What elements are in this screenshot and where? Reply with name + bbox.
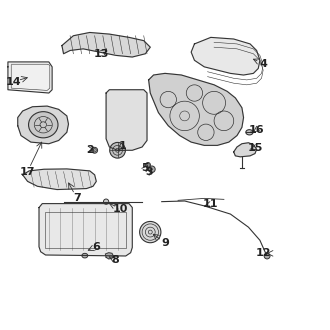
Ellipse shape <box>146 163 150 167</box>
Polygon shape <box>39 204 132 256</box>
Text: 14: 14 <box>6 77 22 86</box>
Text: 5: 5 <box>142 163 149 173</box>
Text: 12: 12 <box>255 248 271 258</box>
Polygon shape <box>191 37 260 75</box>
Polygon shape <box>106 253 113 259</box>
Polygon shape <box>8 62 52 93</box>
Text: 8: 8 <box>112 255 119 265</box>
Ellipse shape <box>246 130 253 135</box>
Polygon shape <box>18 106 68 144</box>
Bar <box>45 213 126 248</box>
Ellipse shape <box>29 112 58 138</box>
Text: 4: 4 <box>259 58 267 69</box>
Text: 3: 3 <box>145 167 152 177</box>
Ellipse shape <box>110 143 125 158</box>
Text: 15: 15 <box>247 143 263 153</box>
Text: 1: 1 <box>118 141 126 151</box>
Polygon shape <box>106 90 147 150</box>
Ellipse shape <box>92 147 98 153</box>
Text: 7: 7 <box>73 193 81 203</box>
Polygon shape <box>234 143 257 157</box>
Text: 17: 17 <box>20 167 35 177</box>
Polygon shape <box>148 73 244 146</box>
Ellipse shape <box>82 253 88 258</box>
Ellipse shape <box>264 253 270 259</box>
Ellipse shape <box>140 221 161 243</box>
Text: 13: 13 <box>93 49 109 59</box>
Text: 9: 9 <box>161 238 169 248</box>
Text: 2: 2 <box>86 145 94 155</box>
Text: 11: 11 <box>203 199 218 209</box>
Ellipse shape <box>148 166 155 173</box>
Polygon shape <box>62 32 150 57</box>
Polygon shape <box>23 169 96 189</box>
Ellipse shape <box>104 199 109 204</box>
Text: 6: 6 <box>92 242 100 252</box>
Text: 10: 10 <box>113 204 128 214</box>
Text: 16: 16 <box>249 125 264 135</box>
